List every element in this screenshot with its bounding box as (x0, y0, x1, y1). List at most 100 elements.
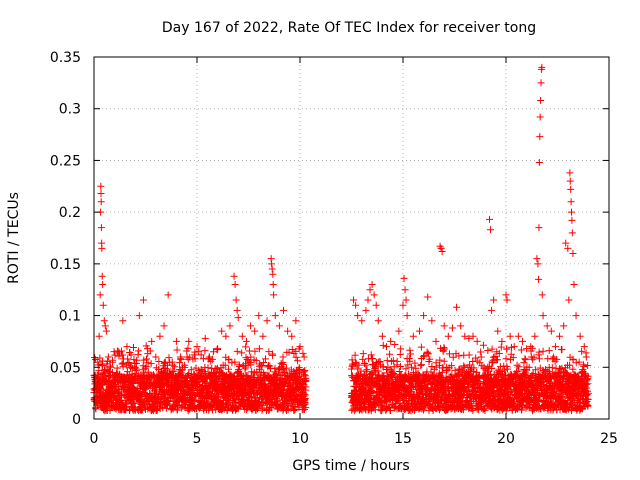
data-point-marker (168, 368, 176, 376)
data-point-marker (477, 348, 485, 356)
y-axis-label: ROTI / TECUs (6, 192, 22, 284)
data-point (372, 301, 380, 309)
data-point (401, 286, 409, 294)
data-point-marker (479, 341, 487, 349)
data-point (560, 322, 568, 330)
data-point (378, 332, 386, 340)
data-point-marker (173, 346, 181, 354)
data-point-marker (513, 361, 521, 369)
data-point (567, 198, 575, 206)
grid (94, 57, 609, 419)
data-point (185, 337, 193, 345)
data-point (537, 79, 545, 87)
chart-title: Day 167 of 2022, Rate Of TEC Index for r… (162, 20, 536, 36)
data-point (95, 332, 103, 340)
data-point-marker (445, 350, 453, 358)
data-point-marker (221, 361, 229, 369)
data-point-marker (417, 343, 425, 351)
data-point (547, 327, 555, 335)
axis-ticks (93, 56, 610, 420)
data-point (152, 353, 160, 361)
data-point-marker (171, 363, 179, 371)
data-point (374, 317, 382, 325)
data-point (395, 327, 403, 335)
data-point-marker (106, 407, 114, 415)
data-point-marker (134, 347, 142, 355)
data-point-marker (584, 361, 592, 369)
data-point-marker (465, 351, 473, 359)
data-point-marker (389, 357, 397, 365)
data-point-marker (142, 385, 150, 393)
data-point-marker (170, 367, 178, 375)
data-point (242, 337, 250, 345)
data-point-marker (362, 361, 370, 369)
x-tick-label: 15 (394, 431, 412, 447)
data-point-marker (294, 357, 302, 365)
data-point (409, 332, 417, 340)
data-point-marker (231, 358, 239, 366)
data-point (444, 332, 452, 340)
data-point (399, 301, 407, 309)
data-point (156, 332, 164, 340)
data-point-marker (164, 397, 172, 405)
data-point (364, 296, 372, 304)
data-point (231, 281, 239, 289)
y-tick-label: 0 (72, 412, 81, 428)
data-point (362, 306, 370, 314)
data-point (486, 215, 494, 223)
data-point (568, 229, 576, 237)
data-point-marker (146, 373, 154, 381)
data-point (518, 337, 526, 345)
data-point (387, 337, 395, 345)
data-point-marker (163, 365, 171, 373)
data-point-marker (201, 369, 209, 377)
data-point (440, 322, 448, 330)
y-tick-label: 0.2 (59, 205, 81, 221)
data-point-marker (258, 405, 266, 413)
data-point-marker (111, 351, 119, 359)
data-point (100, 317, 108, 325)
data-point-marker (176, 359, 184, 367)
data-point (288, 332, 296, 340)
data-point (98, 244, 106, 252)
data-point-marker (186, 353, 194, 361)
data-point-marker (255, 400, 263, 408)
data-point (566, 177, 574, 185)
data-point (271, 312, 279, 320)
data-point (568, 208, 576, 216)
data-point (172, 337, 180, 345)
data-point (300, 353, 308, 361)
data-point (160, 322, 168, 330)
data-point-marker (255, 345, 263, 353)
data-point-marker (130, 399, 138, 407)
data-point-marker (233, 347, 241, 355)
data-point-marker (247, 361, 255, 369)
data-point (400, 274, 408, 282)
data-point-marker (185, 370, 193, 378)
data-point (230, 272, 238, 280)
data-point-marker (360, 360, 368, 368)
x-tick-label: 5 (193, 431, 202, 447)
data-point-marker (484, 346, 492, 354)
data-point (477, 353, 485, 361)
data-point (214, 345, 222, 353)
data-point-marker (150, 371, 158, 379)
data-point (494, 327, 502, 335)
data-point-marker (204, 364, 212, 372)
data-point-marker (190, 395, 198, 403)
data-point-marker (147, 360, 155, 368)
data-point (263, 317, 271, 325)
data-point-marker (123, 368, 131, 376)
data-point (275, 322, 283, 330)
data-point (531, 332, 539, 340)
data-point (259, 332, 267, 340)
data-point-marker (517, 346, 525, 354)
data-point-marker (224, 365, 232, 373)
data-point-marker (397, 345, 405, 353)
data-point (97, 182, 105, 190)
dense-point-cloud (90, 341, 592, 415)
x-axis-label: GPS time / hours (292, 458, 409, 474)
data-point-marker (383, 357, 391, 365)
data-point-marker (279, 353, 287, 361)
